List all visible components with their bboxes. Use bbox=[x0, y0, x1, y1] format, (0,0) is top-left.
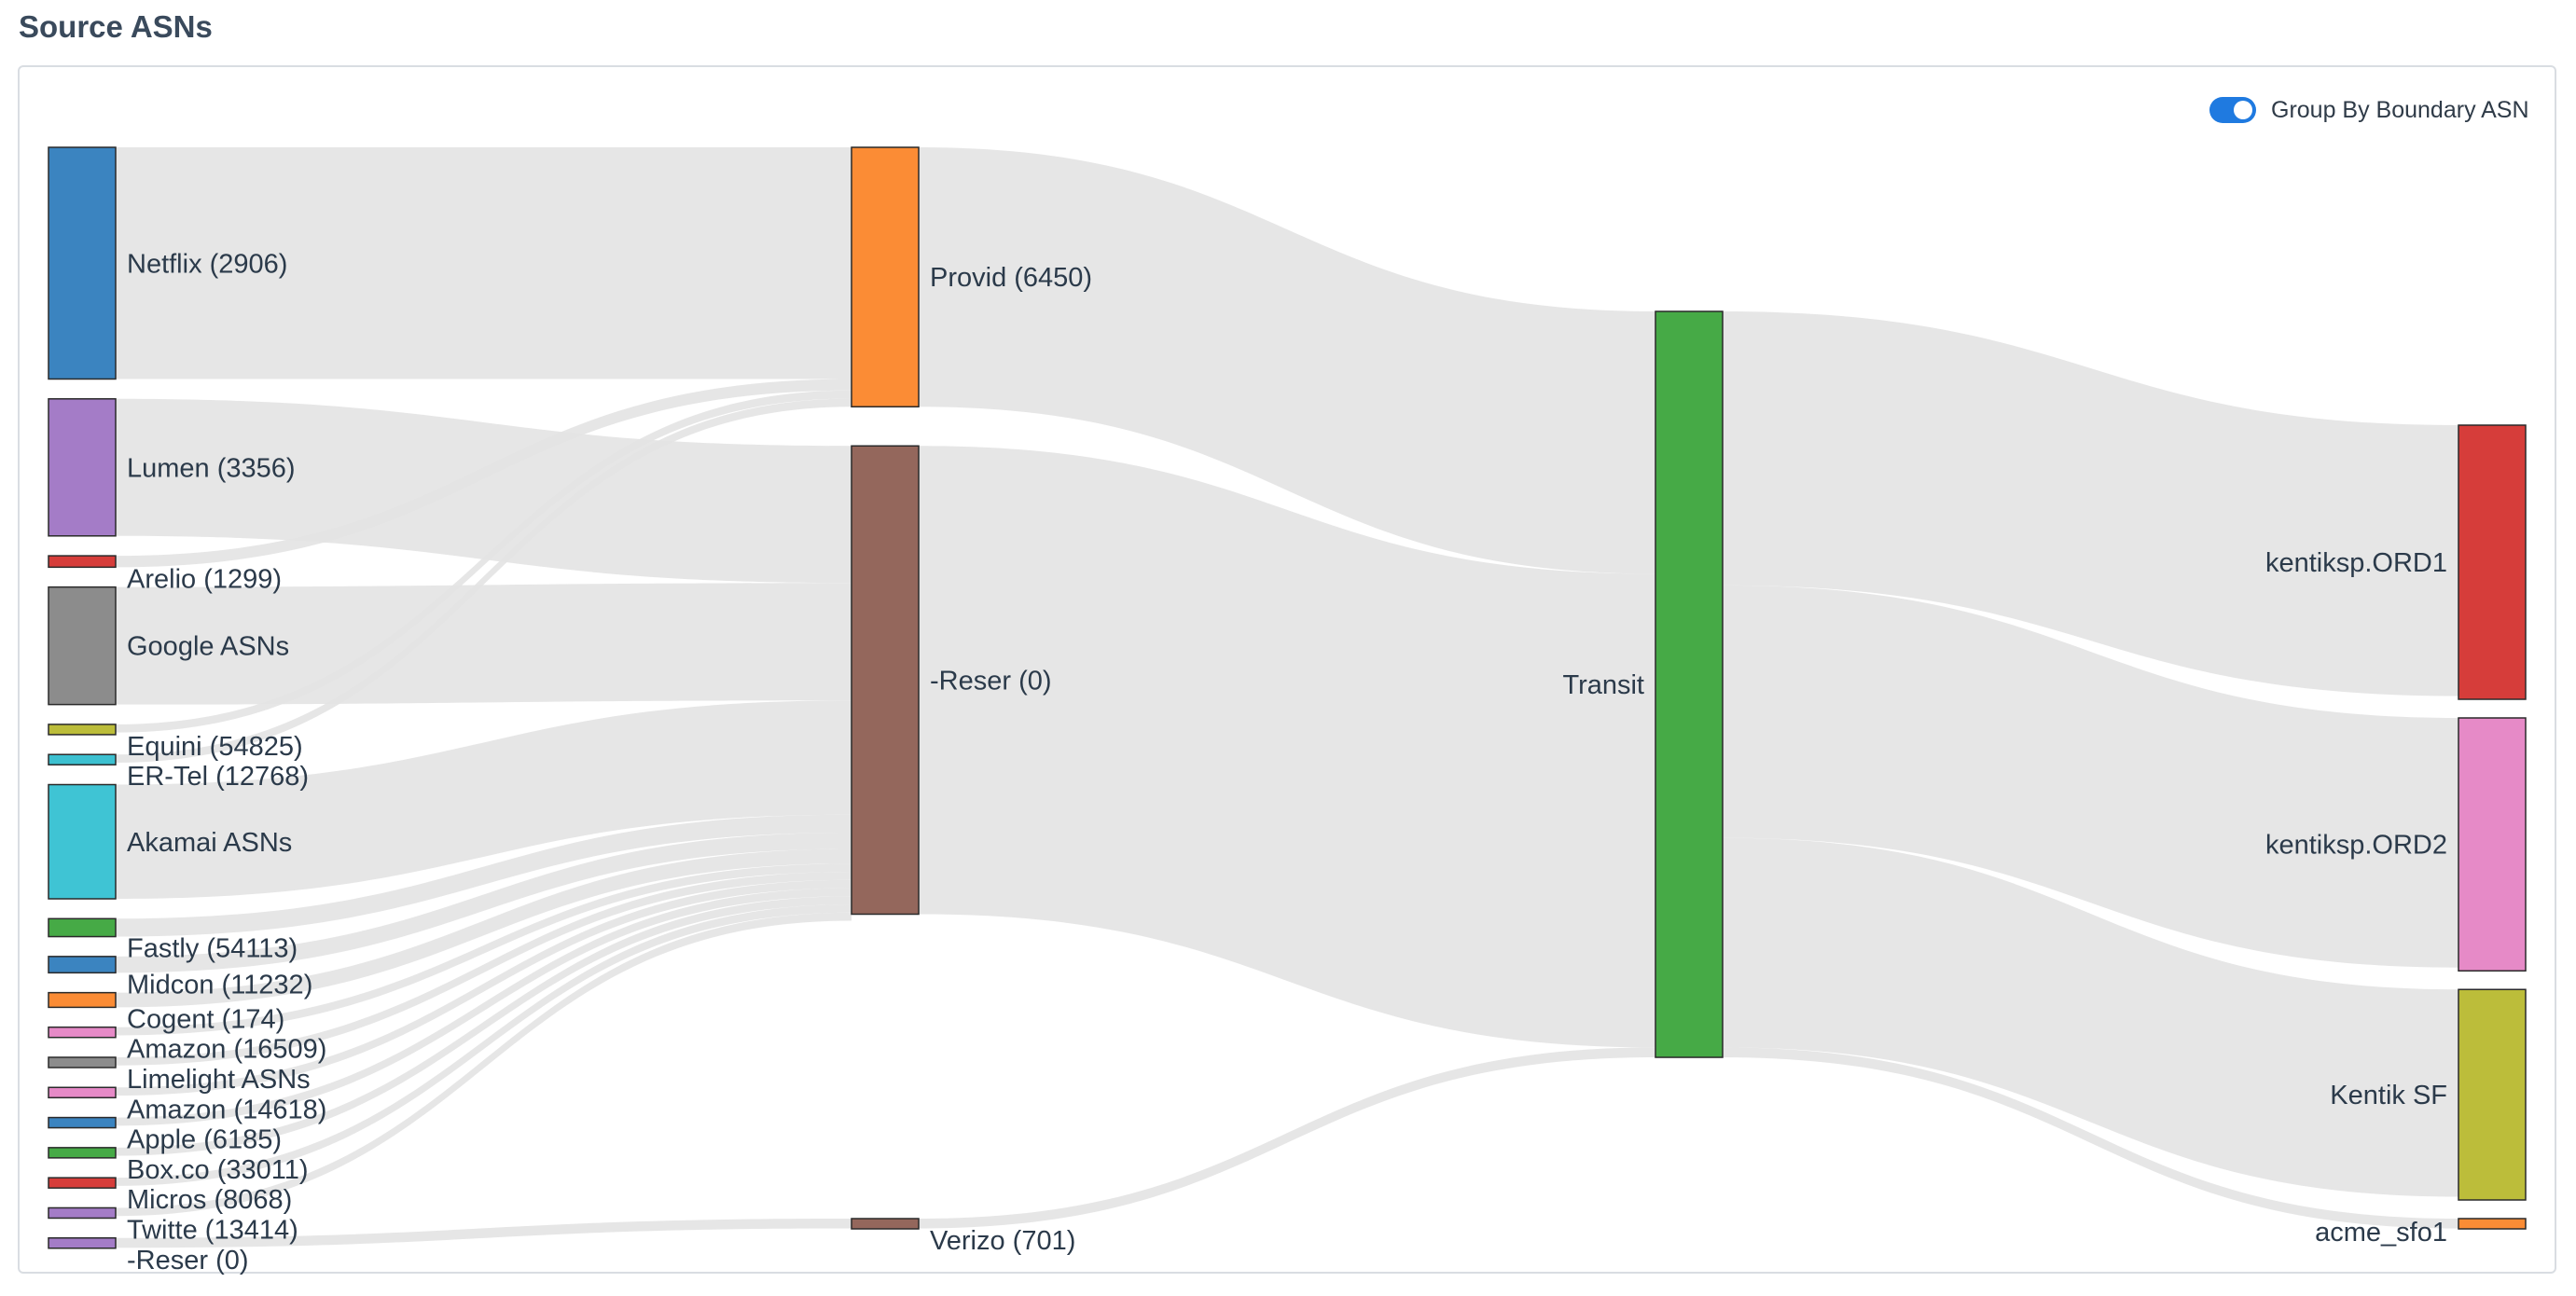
sankey-labels: Netflix (2906) Lumen (3356) Arelio (1299) G… bbox=[127, 249, 2447, 1275]
link-arelio-provid[interactable] bbox=[116, 379, 852, 568]
node-amazon1[interactable] bbox=[48, 1026, 117, 1039]
label-fastly: Fastly (54113) bbox=[127, 934, 298, 964]
link-provid-transit[interactable] bbox=[919, 147, 1655, 574]
node-ord1[interactable] bbox=[2458, 424, 2527, 700]
link-verizo-transit[interactable] bbox=[919, 1047, 1655, 1229]
link-transit-acme[interactable] bbox=[1723, 1047, 2458, 1229]
node-transit[interactable] bbox=[1655, 310, 1724, 1058]
link-transit-ord2[interactable] bbox=[1723, 585, 2458, 968]
label-reser_mid: -Reser (0) bbox=[930, 666, 1052, 696]
label-midcon: Midcon (11232) bbox=[127, 970, 312, 1000]
node-boxco[interactable] bbox=[48, 1147, 117, 1159]
node-micros[interactable] bbox=[48, 1177, 117, 1189]
label-acme: acme_sfo1 bbox=[2315, 1218, 2447, 1248]
link-amazon1-reser_mid[interactable] bbox=[116, 863, 852, 1036]
link-twitte-reser_mid[interactable] bbox=[116, 912, 852, 1217]
label-provid: Provid (6450) bbox=[930, 263, 1092, 293]
node-reser_mid[interactable] bbox=[851, 445, 920, 916]
label-micros: Micros (8068) bbox=[127, 1185, 292, 1215]
node-apple[interactable] bbox=[48, 1116, 117, 1129]
link-transit-ord1[interactable] bbox=[1723, 311, 2458, 696]
label-ord1: kentiksp.ORD1 bbox=[2265, 548, 2447, 578]
link-limelight-reser_mid[interactable] bbox=[116, 872, 852, 1066]
node-midcon[interactable] bbox=[48, 956, 117, 974]
node-ertel[interactable] bbox=[48, 753, 117, 765]
node-provid[interactable] bbox=[851, 146, 920, 407]
label-netflix: Netflix (2906) bbox=[127, 249, 287, 279]
node-fastly[interactable] bbox=[48, 917, 117, 938]
node-reser_src[interactable] bbox=[48, 1237, 117, 1249]
node-equini[interactable] bbox=[48, 724, 117, 736]
link-midcon-reser_mid[interactable] bbox=[116, 833, 852, 973]
link-reser_src-verizo[interactable] bbox=[116, 1219, 852, 1248]
label-lumen: Lumen (3356) bbox=[127, 453, 296, 483]
label-cogent: Cogent (174) bbox=[127, 1004, 284, 1034]
link-equini-provid[interactable] bbox=[116, 390, 852, 733]
node-acme[interactable] bbox=[2458, 1218, 2527, 1230]
toggle-knob bbox=[2234, 101, 2252, 119]
node-amazon2[interactable] bbox=[48, 1086, 117, 1099]
link-lumen-reser_mid[interactable] bbox=[116, 398, 852, 584]
node-ord2[interactable] bbox=[2458, 717, 2527, 972]
label-boxco: Box.co (33011) bbox=[127, 1155, 309, 1185]
link-fastly-reser_mid[interactable] bbox=[116, 814, 852, 937]
group-by-boundary-asn-control[interactable]: Group By Boundary ASN bbox=[2209, 95, 2529, 125]
node-limelight[interactable] bbox=[48, 1056, 117, 1069]
node-verizo[interactable] bbox=[851, 1218, 920, 1230]
link-apple-reser_mid[interactable] bbox=[116, 888, 852, 1126]
label-arelio: Arelio (1299) bbox=[127, 564, 282, 594]
node-cogent[interactable] bbox=[48, 991, 117, 1009]
node-twitte[interactable] bbox=[48, 1206, 117, 1220]
link-akamai-reser_mid[interactable] bbox=[116, 700, 852, 900]
label-amazon1: Amazon (16509) bbox=[127, 1035, 326, 1065]
sankey-links bbox=[116, 147, 2458, 1248]
node-lumen[interactable] bbox=[48, 398, 117, 537]
link-transit-kentiksf[interactable] bbox=[1723, 837, 2458, 1197]
label-verizo: Verizo (701) bbox=[930, 1226, 1075, 1256]
link-cogent-reser_mid[interactable] bbox=[116, 848, 852, 1008]
node-google[interactable] bbox=[48, 586, 117, 706]
label-google: Google ASNs bbox=[127, 632, 289, 662]
node-kentiksf[interactable] bbox=[2458, 988, 2527, 1201]
sankey-nodes bbox=[48, 146, 2527, 1249]
label-ord2: kentiksp.ORD2 bbox=[2265, 831, 2447, 861]
label-apple: Apple (6185) bbox=[127, 1125, 282, 1155]
link-netflix-provid[interactable] bbox=[116, 147, 852, 379]
node-netflix[interactable] bbox=[48, 146, 117, 380]
link-amazon2-reser_mid[interactable] bbox=[116, 879, 852, 1096]
label-equini: Equini (54825) bbox=[127, 732, 303, 762]
label-reser_src: -Reser (0) bbox=[127, 1246, 249, 1275]
node-arelio[interactable] bbox=[48, 555, 117, 569]
label-twitte: Twitte (13414) bbox=[127, 1215, 298, 1245]
label-akamai: Akamai ASNs bbox=[127, 828, 292, 858]
page-title: Source ASNs bbox=[19, 9, 213, 44]
node-akamai[interactable] bbox=[48, 783, 117, 900]
label-kentiksf: Kentik SF bbox=[2330, 1081, 2447, 1110]
group-by-boundary-asn-toggle[interactable] bbox=[2209, 97, 2256, 123]
label-amazon2: Amazon (14618) bbox=[127, 1095, 326, 1124]
toggle-label: Group By Boundary ASN bbox=[2271, 96, 2529, 123]
label-ertel: ER-Tel (12768) bbox=[127, 762, 309, 792]
link-micros-reser_mid[interactable] bbox=[116, 904, 852, 1186]
label-transit: Transit bbox=[1562, 670, 1644, 700]
label-limelight: Limelight ASNs bbox=[127, 1065, 311, 1095]
link-reser_mid-transit[interactable] bbox=[919, 446, 1655, 1048]
link-ertel-provid[interactable] bbox=[116, 398, 852, 763]
link-google-reser_mid[interactable] bbox=[116, 583, 852, 705]
link-boxco-reser_mid[interactable] bbox=[116, 896, 852, 1156]
